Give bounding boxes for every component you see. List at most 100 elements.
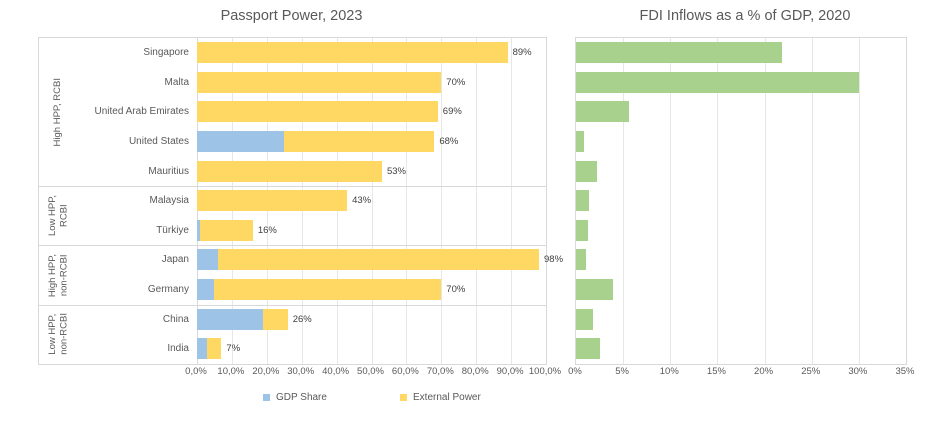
x-tick-label: 60,0% [391,366,419,377]
x-tick-label: 5% [615,366,630,377]
fdi-bar [576,101,629,123]
fdi-plot-area [576,38,906,364]
gridline [858,38,860,364]
gridline [623,38,625,364]
passport-plot-area: 89% 70% 69% 68% 53% 43% 16% 98% 70% 26% 7% [197,38,563,364]
bar-total-label: 26% [292,313,312,325]
group-label-text: High HPP, RCBI [52,77,64,147]
external-power-bar-segment [200,219,253,241]
x-tick-label: 80,0% [461,366,489,377]
fdi-bar [576,308,593,330]
passport-chart-title: Passport Power, 2023 [220,8,363,24]
external-power-bar-segment [197,71,442,93]
gridline [717,38,719,364]
group-label: Low HPP, non-RCBI [41,305,75,364]
gdp-share-bar-segment [197,308,264,330]
bar-total-label: 7% [226,343,241,355]
gdp-share-bar-segment [197,249,218,271]
x-tick-label: 10% [659,366,679,377]
legend-label-external-power: External Power [413,392,481,403]
bar-total-label: 70% [446,76,466,88]
passport-chart-frame: Singapore Malta United Arab Emirates United… [38,37,563,365]
country-label: United States [128,135,189,147]
bar-total-label: 89% [512,47,532,58]
x-tick-label: 35% [895,366,915,377]
external-power-bar-segment [217,249,540,271]
bar-total-label: 43% [352,195,372,207]
x-tick-label: 20,0% [252,366,280,377]
x-tick-label: 0% [568,366,582,377]
gridline [670,38,672,364]
legend-label-gdp-share: GDP Share [276,392,327,403]
gridline [441,38,443,364]
gridline [371,38,373,364]
external-power-bar-segment [263,308,288,330]
gdp-share-bar-segment [197,338,208,360]
bar-total-label: 53% [386,165,406,177]
group-label: Low HPP, RCBI [41,186,75,245]
x-tick-label: 90,0% [496,366,524,377]
external-power-bar-segment [197,101,438,123]
external-power-swatch-icon [400,394,407,401]
country-label: Mauritius [148,165,189,177]
group-label-text: Low HPP, RCBI [46,195,70,237]
group-label-text: Low HPP, non-RCBI [46,313,70,356]
x-tick-label: 40,0% [322,366,350,377]
x-tick-label: 30,0% [287,366,315,377]
gridline [764,38,766,364]
external-power-bar-segment [207,338,222,360]
group-label: High HPP, RCBI [41,38,75,186]
gridline [811,38,813,364]
fdi-bar [576,130,585,152]
category-axis-area: Singapore Malta United Arab Emirates United… [39,38,198,364]
fdi-bar [576,249,587,271]
country-label: India [167,343,189,355]
gridline [476,38,478,364]
gdp-share-bar-segment [197,219,201,241]
gdp-share-bar-segment [197,279,215,301]
external-power-bar-segment [197,190,348,212]
external-power-bar-segment [197,160,382,182]
x-tick-label: 25% [801,366,821,377]
fdi-bar [576,71,859,93]
gridline [511,38,513,364]
bar-total-label: 69% [442,106,462,118]
country-label: Malaysia [149,195,189,207]
country-label: Germany [147,284,189,296]
fdi-chart-title: FDI Inflows as a % of GDP, 2020 [639,8,851,24]
x-tick-label: 70,0% [426,366,454,377]
bar-total-label: 68% [439,135,459,147]
external-power-bar-segment [197,42,508,63]
country-label: Japan [161,254,189,266]
fdi-bar [576,279,613,301]
x-tick-label: 15% [706,366,726,377]
fdi-bar [576,219,589,241]
x-tick-label: 10,0% [217,366,245,377]
bar-total-label: 70% [446,284,466,296]
group-divider [39,304,546,306]
country-label: Türkiye [156,224,189,236]
x-tick-label: 50,0% [357,366,384,377]
external-power-bar-segment [284,130,435,152]
group-divider [39,186,546,188]
fdi-bar [576,160,597,182]
fdi-bar [576,190,590,212]
fdi-chart-frame [575,37,907,365]
legend-item-external-power: External Power [400,392,481,403]
fdi-bar [576,42,783,63]
x-tick-label: 100,0% [528,366,562,377]
group-label: High HPP, non-RCBI [41,245,75,304]
gdp-share-bar-segment [197,130,285,152]
group-divider [39,245,546,247]
x-tick-label: 20% [754,366,774,377]
legend-item-gdp-share: GDP Share [263,392,327,403]
bar-total-label: 98% [544,254,564,266]
group-label-text: High HPP, non-RCBI [46,253,70,297]
fdi-bar [576,338,600,360]
country-label: China [162,313,189,325]
country-label: Singapore [143,47,189,58]
bar-total-label: 16% [257,224,277,236]
x-tick-label: 30% [848,366,868,377]
country-label: United Arab Emirates [94,106,190,118]
